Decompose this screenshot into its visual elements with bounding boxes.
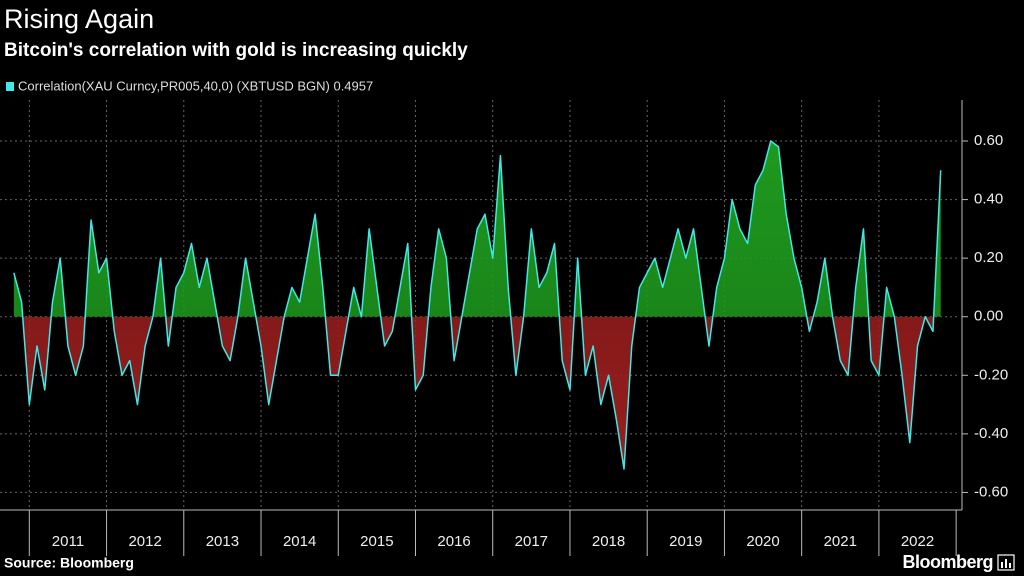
y-tick-label: 0.60 — [974, 132, 1003, 149]
x-tick-label: 2012 — [128, 533, 161, 550]
x-tick-label: 2015 — [360, 533, 393, 550]
y-tick-label: 0.40 — [974, 191, 1003, 208]
x-tick-label: 2021 — [824, 533, 857, 550]
x-tick-label: 2014 — [283, 533, 316, 550]
source: Source: Bloomberg — [4, 555, 134, 571]
x-tick-label: 2022 — [901, 533, 934, 550]
x-tick-label: 2011 — [52, 533, 84, 550]
y-tick-label: -0.60 — [974, 483, 1008, 500]
x-tick-label: 2017 — [515, 533, 548, 550]
x-tick-label: 2019 — [669, 533, 702, 550]
series-line — [13, 140, 942, 470]
x-tick-label: 2018 — [592, 533, 625, 550]
x-tick-label: 2013 — [206, 533, 239, 550]
legend-swatch — [6, 82, 14, 91]
x-tick-label: 2020 — [746, 533, 779, 550]
chart-title: Rising Again — [4, 4, 154, 34]
logo: Bloomberg — [902, 552, 993, 572]
y-tick-label: 0.00 — [974, 308, 1003, 325]
x-tick-label: 2016 — [437, 533, 470, 550]
area-negative — [22, 316, 934, 469]
y-tick-label: -0.40 — [974, 425, 1008, 442]
y-tick-label: -0.20 — [974, 366, 1008, 383]
y-tick-label: 0.20 — [974, 249, 1003, 266]
logo-icon — [997, 554, 1015, 571]
chart-subtitle: Bitcoin's correlation with gold is incre… — [4, 40, 468, 61]
area-positive — [13, 141, 941, 317]
legend-label: Correlation(XAU Curncy,PR005,40,0) (XBTU… — [18, 78, 373, 93]
